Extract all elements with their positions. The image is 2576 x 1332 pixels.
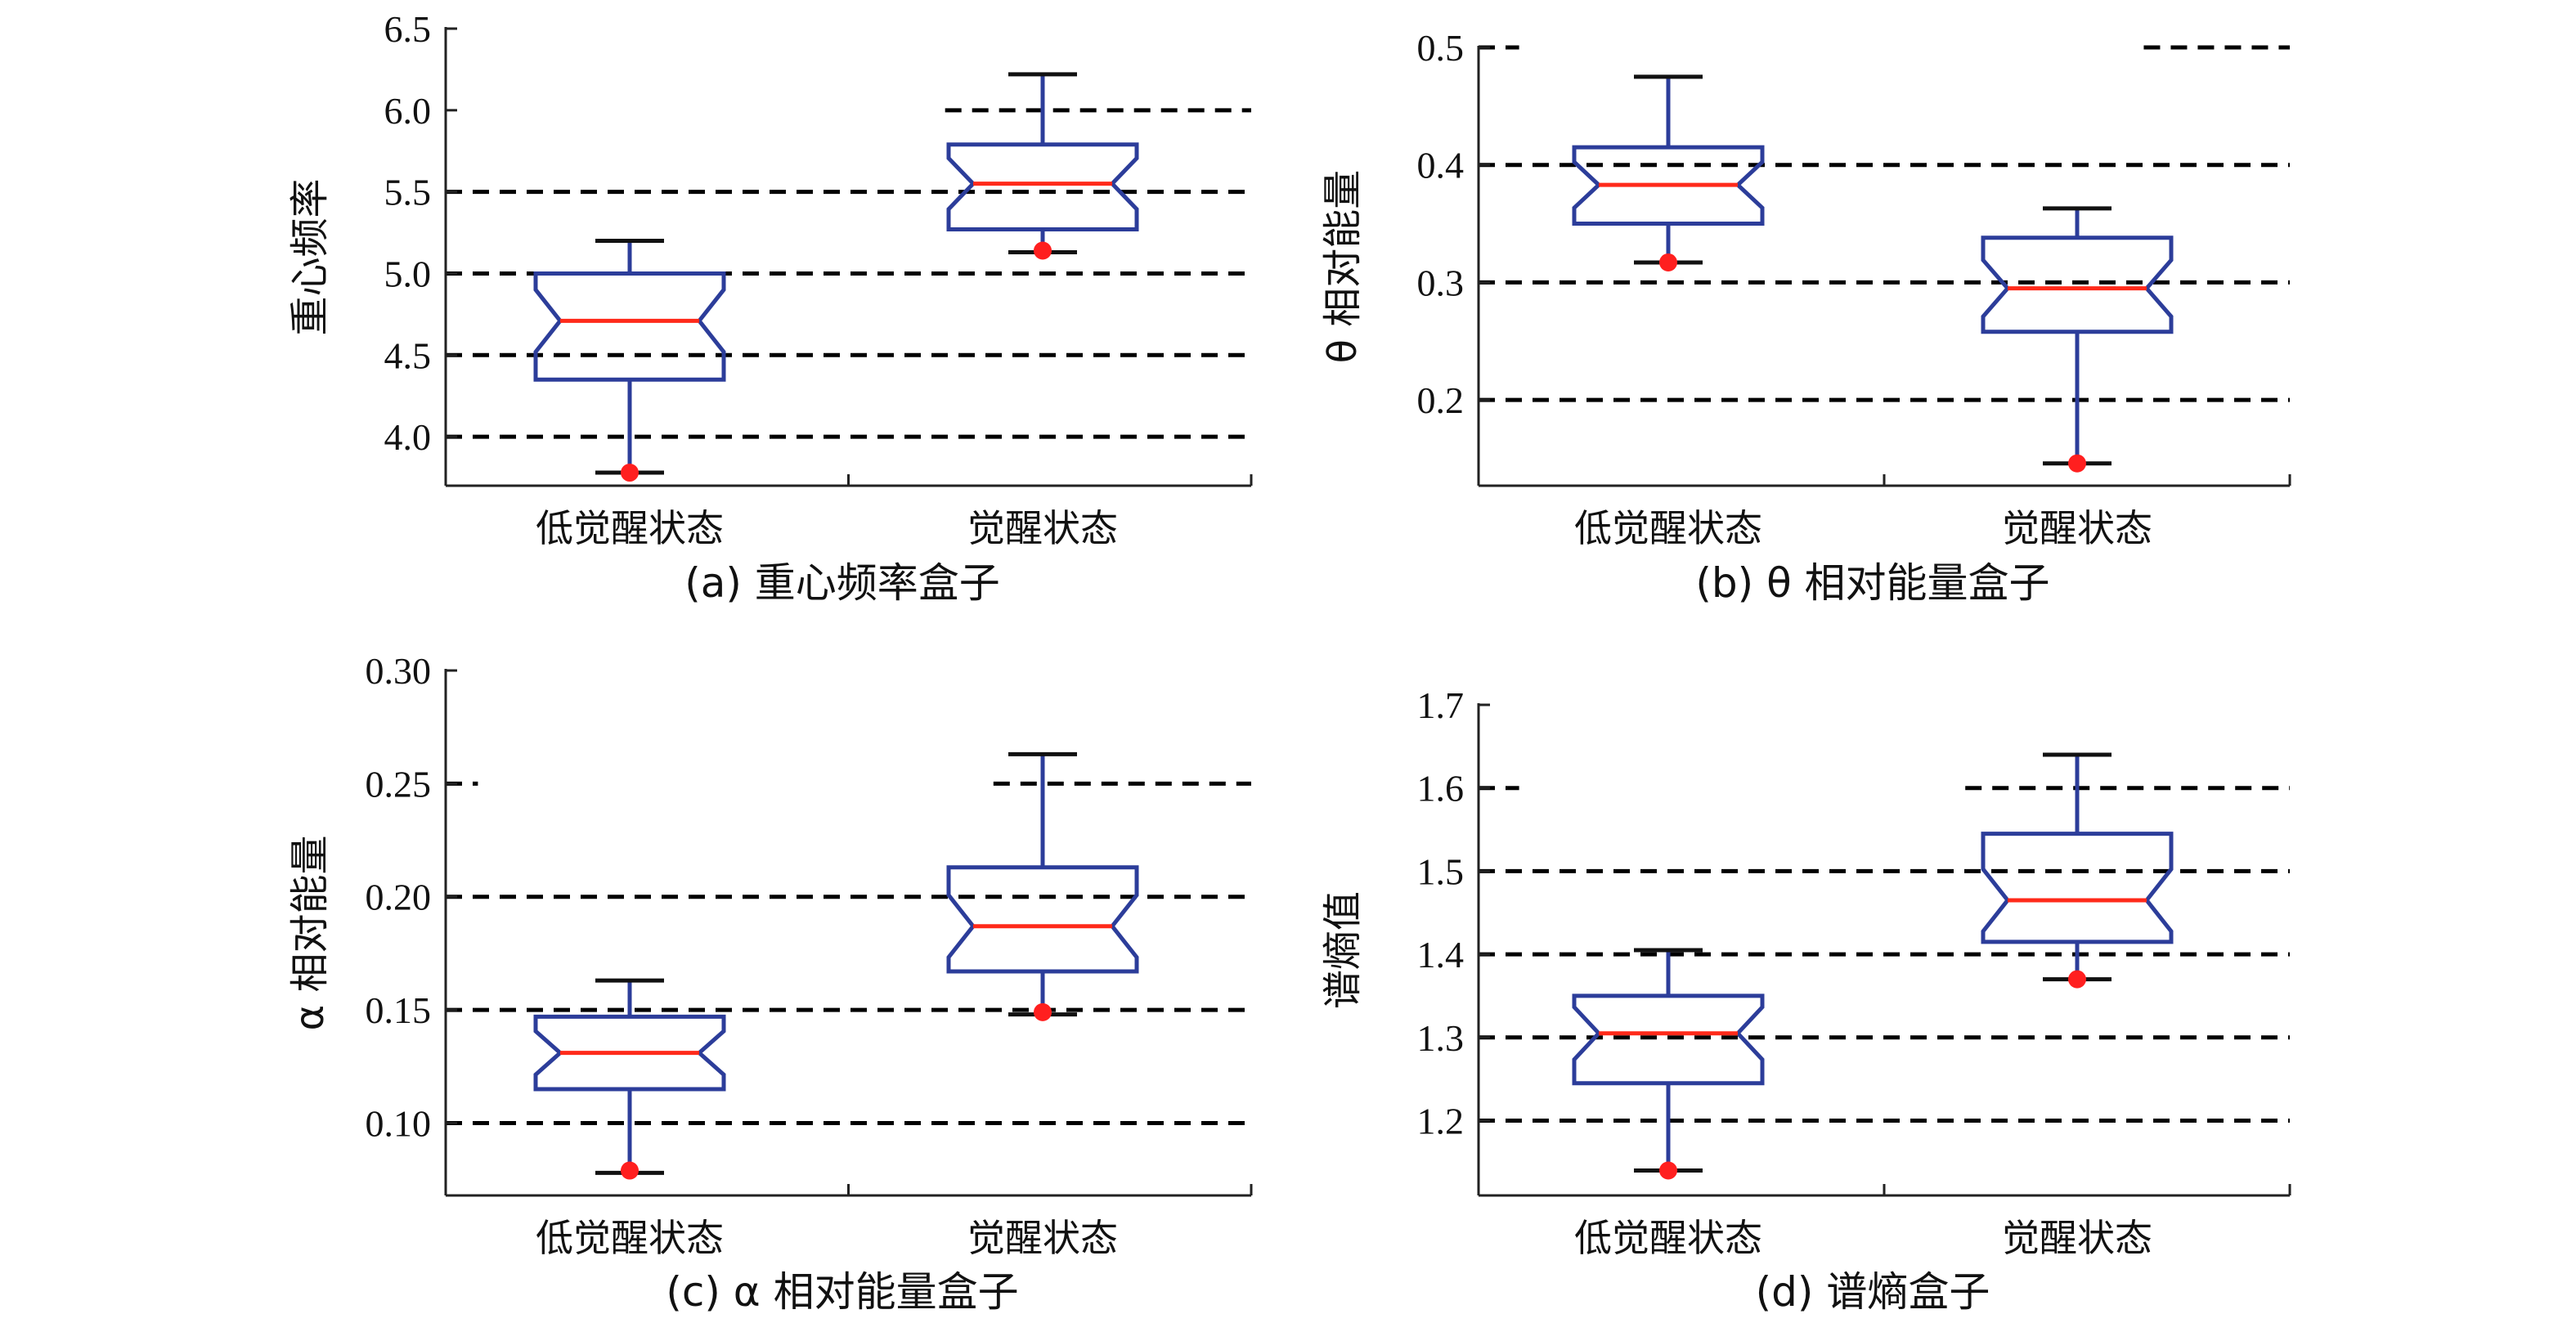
y-axis-title: 重心频率 xyxy=(287,178,333,335)
outlier-point xyxy=(2068,454,2086,473)
notched-box xyxy=(946,865,1139,974)
box-arousal xyxy=(1981,752,2174,989)
category-label: 低觉醒状态 xyxy=(1574,506,1762,550)
y-tick-label: 6.0 xyxy=(384,90,432,132)
box-arousal xyxy=(1981,206,2174,473)
panel-c: (c) α 相对能量盒子 0.10 0.15 0.20 0.25 0.30 α 相对能量低… xyxy=(287,650,1253,1316)
outlier-point xyxy=(621,1161,639,1180)
y-axis-title: 谱熵值 xyxy=(1320,891,1366,1009)
caption-a: (a) 重心频率盒子 xyxy=(684,559,1000,607)
y-tick-label: 0.20 xyxy=(366,877,432,918)
outlier-point xyxy=(1659,1161,1677,1180)
notched-box xyxy=(1572,145,1765,226)
notched-box xyxy=(533,1014,726,1092)
box-arousal xyxy=(946,751,1139,1021)
y-axis-title: θ 相对能量 xyxy=(1320,170,1366,364)
y-tick-label: 0.15 xyxy=(366,989,432,1031)
y-tick-label: 4.5 xyxy=(384,334,432,376)
outlier-point xyxy=(1034,241,1052,260)
y-tick-label: 1.7 xyxy=(1417,684,1465,726)
outlier-point xyxy=(1659,253,1677,271)
y-axis-title: α 相对能量 xyxy=(287,836,333,1031)
category-label: 低觉醒状态 xyxy=(536,1216,724,1260)
y-tick-label: 5.0 xyxy=(384,253,432,294)
notched-box xyxy=(1981,832,2174,944)
y-tick-label: 1.3 xyxy=(1417,1017,1465,1059)
outlier-point xyxy=(1034,1002,1052,1021)
box-low-arousal xyxy=(1572,948,1765,1180)
box-low-arousal xyxy=(533,239,726,482)
outlier-point xyxy=(2068,970,2086,989)
box-low-arousal xyxy=(1572,74,1765,271)
caption-d: (d) 谱熵盒子 xyxy=(1756,1268,1990,1316)
notched-box xyxy=(533,271,726,382)
y-tick-label: 0.10 xyxy=(366,1102,432,1144)
y-tick-label: 0.30 xyxy=(366,650,432,692)
y-tick-label: 0.5 xyxy=(1417,27,1465,69)
notched-box xyxy=(1981,235,2174,334)
category-label: 低觉醒状态 xyxy=(1574,1216,1762,1260)
y-tick-label: 0.2 xyxy=(1417,379,1465,421)
y-tick-label: 1.2 xyxy=(1417,1100,1465,1141)
category-label: 觉醒状态 xyxy=(967,506,1118,550)
caption-b: (b) θ 相对能量盒子 xyxy=(1695,559,2049,607)
caption-c: (c) α 相对能量盒子 xyxy=(666,1268,1018,1316)
y-tick-label: 0.25 xyxy=(366,763,432,805)
category-label: 低觉醒状态 xyxy=(536,506,724,550)
y-tick-label: 5.5 xyxy=(384,172,432,213)
y-tick-label: 1.6 xyxy=(1417,768,1465,810)
category-label: 觉醒状态 xyxy=(2002,506,2152,550)
y-tick-label: 1.4 xyxy=(1417,934,1465,975)
notched-box xyxy=(1572,993,1765,1086)
outlier-point xyxy=(621,464,639,482)
y-tick-label: 4.0 xyxy=(384,416,432,458)
y-tick-label: 0.3 xyxy=(1417,262,1465,303)
box-arousal xyxy=(946,72,1139,260)
y-tick-label: 1.5 xyxy=(1417,850,1465,892)
box-low-arousal xyxy=(533,978,726,1180)
category-label: 觉醒状态 xyxy=(2002,1216,2152,1260)
y-tick-label: 6.5 xyxy=(384,8,432,50)
notched-box xyxy=(946,142,1139,232)
y-tick-label: 0.4 xyxy=(1417,145,1465,186)
category-label: 觉醒状态 xyxy=(967,1216,1118,1260)
